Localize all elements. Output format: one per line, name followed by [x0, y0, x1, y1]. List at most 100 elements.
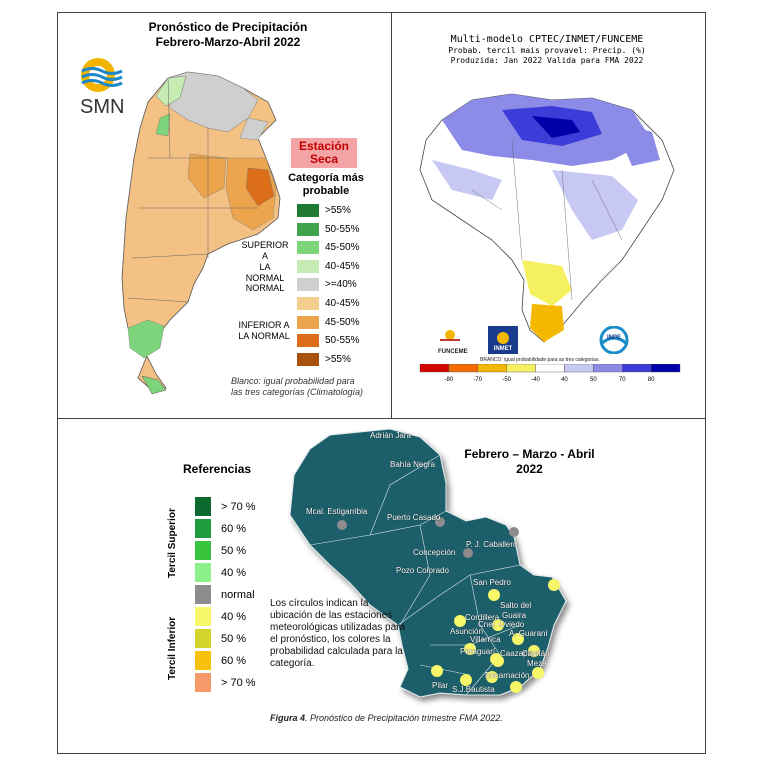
city-cnel-oviedo: Cnel. Oviedo — [478, 620, 525, 629]
city-pilar: Pilar — [432, 681, 449, 690]
group-normal: NORMAL — [245, 283, 285, 293]
smn-logo-text: SMN — [80, 96, 125, 118]
legend-label: 40-45% — [325, 260, 360, 272]
argentina-title-line2: Febrero-Marzo-Abril 2022 — [155, 35, 301, 49]
legend-label: > 70 % — [221, 677, 256, 689]
paraguay-note: Los círculos indican la ubicación de las… — [270, 598, 406, 669]
legend-swatch — [195, 541, 211, 560]
brazil-title: Multi-modelo CPTEC/INMET/FUNCEME Probab.… — [402, 34, 692, 66]
argentina-title-line1: Pronóstico de Precipitación — [148, 20, 308, 34]
legend-swatch — [297, 259, 319, 273]
argentina-legend-title-line1: Categoría más — [288, 172, 364, 184]
argentina-legend-item: 45-50% — [297, 315, 360, 330]
smn-logo-icon — [81, 58, 123, 92]
city-salto-del-guaira-1: Salto del — [500, 601, 532, 610]
legend-label: >55% — [325, 353, 351, 365]
city-a-guarani: A. Guaraní — [509, 629, 548, 638]
figure-frame — [57, 12, 706, 754]
legend-swatch — [297, 297, 319, 310]
legend-swatch — [297, 315, 319, 329]
figure-caption: Figura 4. Pronóstico de Precipitación tr… — [270, 713, 503, 723]
group-inferior: INFERIOR A LA NORMAL — [236, 320, 292, 342]
city-mcal-estigarribia: Mcal. Estigarribia — [306, 507, 368, 516]
argentina-legend-item: 50-55% — [297, 334, 359, 348]
legend-label: normal — [221, 589, 255, 601]
city-meza: Meza — [527, 659, 547, 668]
city-pozo-colorado: Pozo Colorado — [396, 566, 449, 575]
legend-label: 50-55% — [325, 335, 360, 347]
argentina-legend-title-line2: probable — [302, 185, 350, 197]
city-encarnacion: Encarnación — [485, 671, 530, 680]
legend-swatch — [297, 278, 319, 292]
argentina-note-line1: Blanco: igual probabilidad para — [231, 376, 355, 386]
argentina-map — [121, 71, 281, 395]
city-sj-bautista: S.J.Bautista — [452, 685, 495, 694]
city-puerto-casado: Puerto Casado — [387, 513, 441, 522]
legend-label: 40 % — [221, 567, 247, 579]
city-paraguari: Paraguarí — [460, 647, 496, 656]
paraguay-map — [289, 428, 567, 698]
argentina-legend-item: 40-45% — [297, 259, 360, 274]
brazil-title-line3: Produzida: Jan 2022 Valida para FMA 2022 — [450, 56, 644, 65]
legend-label: 60 % — [221, 523, 247, 535]
colorbar-segment — [535, 364, 565, 373]
paraguay-legend-item: 60 % — [195, 519, 246, 539]
colorbar-segment — [506, 364, 536, 373]
colorbar-segment — [622, 364, 652, 373]
legend-swatch — [195, 651, 211, 670]
inpe-logo-icon — [599, 326, 629, 354]
colorbar-segment — [593, 364, 623, 373]
city-san-pedro: San Pedro — [473, 578, 511, 587]
argentina-legend-item: >55% — [297, 204, 351, 218]
horizontal-divider — [57, 418, 706, 419]
legend-label: >=40% — [325, 279, 357, 291]
legend-label: 45-50% — [325, 316, 360, 328]
legend-swatch — [297, 334, 319, 348]
legend-swatch — [195, 563, 211, 582]
paraguay-legend-item: > 70 % — [195, 673, 256, 693]
city-asuncion: Asunción — [450, 627, 483, 636]
inpe-logo-label: INPE — [606, 335, 621, 341]
city-salto-del-guaira-2: Guaira — [502, 611, 527, 620]
paraguay-legend-item: normal — [195, 585, 255, 605]
dry-station-line1: Estación — [298, 139, 349, 153]
brazil-title-line1: Multi-modelo CPTEC/INMET/FUNCEME — [450, 34, 644, 45]
legend-swatch — [195, 519, 211, 538]
city-capitan: Capitán — [522, 649, 550, 658]
caption-label: Figura 4 — [270, 713, 306, 723]
legend-swatch — [195, 497, 211, 516]
colorbar-tick: -80 — [445, 377, 454, 383]
paraguay-title-line1: Febrero – Marzo - Abril — [464, 447, 595, 461]
group-superior-line1: SUPERIOR A — [241, 240, 289, 261]
colorbar-segment — [419, 364, 450, 373]
colorbar-tick: 50 — [590, 377, 597, 383]
paraguay-legend-item: > 70 % — [195, 497, 256, 517]
group-superior: SUPERIOR A LA NORMAL — [240, 240, 290, 284]
group-inferior-line1: INFERIOR A — [238, 320, 290, 330]
paraguay-legend-item: 50 % — [195, 629, 246, 649]
city-adrian-jara: Adrián Jara — [370, 431, 411, 440]
argentina-legend-item: >=40% — [297, 278, 357, 292]
colorbar-tick: -50 — [502, 377, 511, 383]
tercil-inferior-label: Tercil Inferior — [167, 616, 178, 680]
colorbar-tick: 70 — [619, 377, 626, 383]
colorbar-tick: -40 — [531, 377, 540, 383]
legend-swatch — [297, 222, 319, 236]
brazil-title-line2: Probab. tercil mais provavel: Precip. (%… — [448, 46, 646, 55]
city-caazapa: Caazapá — [500, 649, 533, 658]
legend-label: 60 % — [221, 655, 247, 667]
legend-label: >55% — [325, 205, 351, 216]
legend-label: 40 % — [221, 611, 247, 623]
legend-label: 50-55% — [325, 223, 360, 235]
legend-label: 40-45% — [325, 298, 360, 309]
city-pj-caballero: P. J. Caballero — [466, 540, 518, 549]
city-villarrica: Villarrica — [470, 635, 501, 644]
colorbar-segment — [650, 364, 681, 373]
caption-text: . Pronóstico de Precipitación trimestre … — [305, 713, 503, 723]
legend-swatch — [297, 352, 319, 366]
colorbar-segment — [448, 364, 478, 373]
paraguay-legend-item: 50 % — [195, 541, 246, 561]
colorbar-tick: 80 — [648, 377, 655, 383]
legend-label: 50 % — [221, 633, 247, 645]
legend-swatch — [195, 585, 211, 604]
